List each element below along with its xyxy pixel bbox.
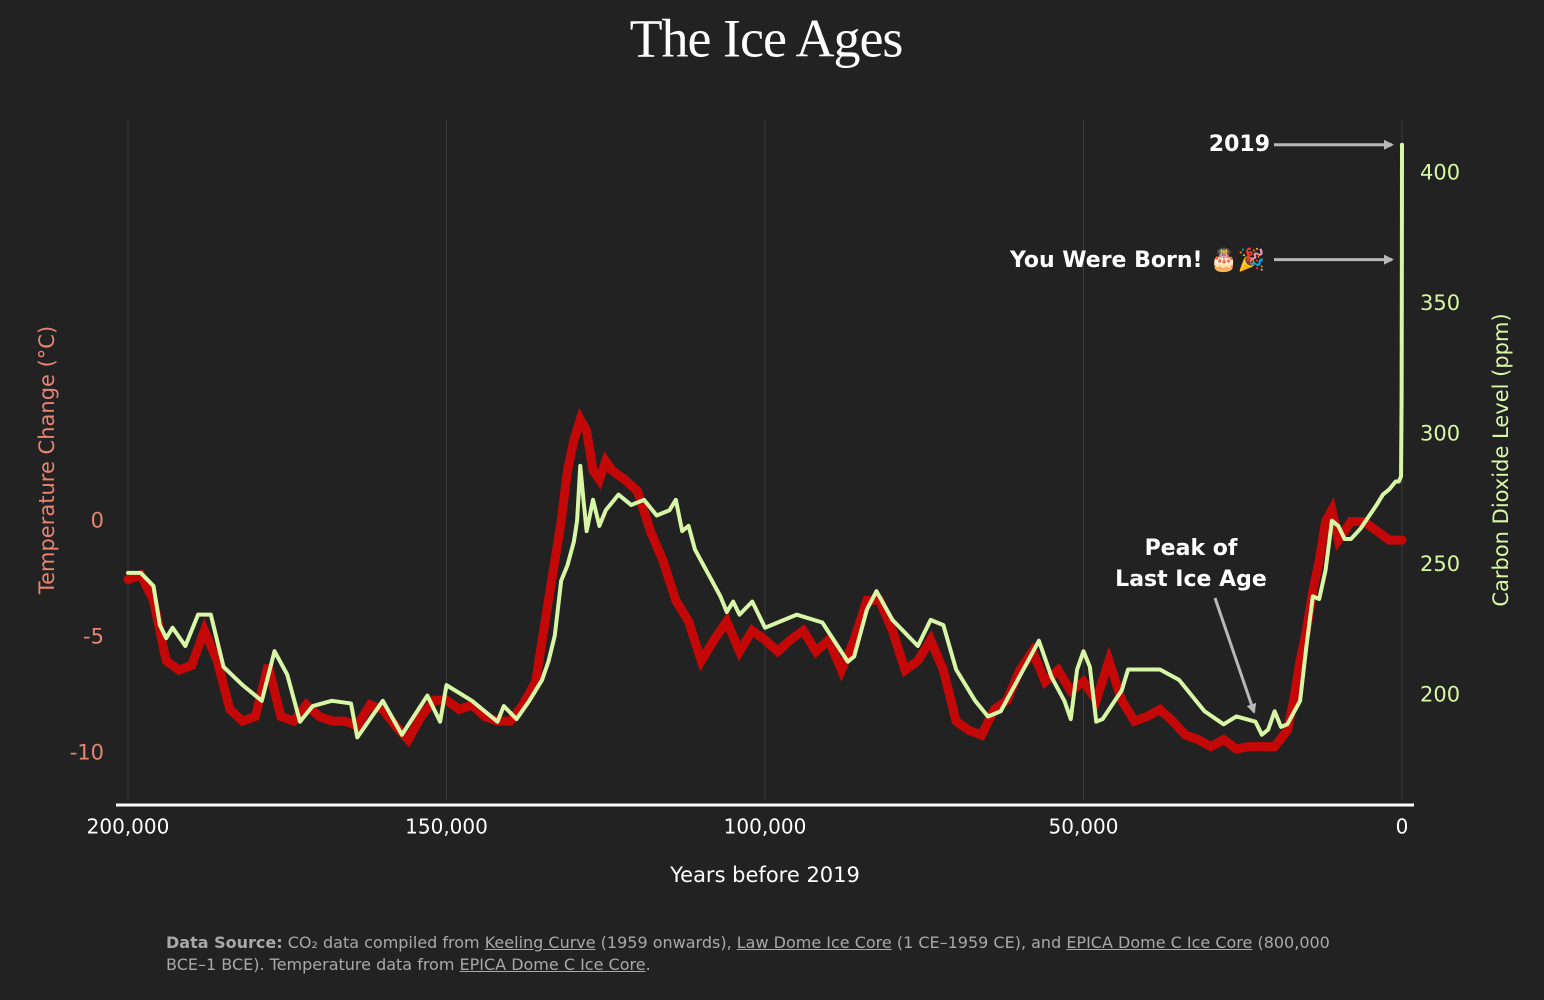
annotation-arrow — [1213, 597, 1257, 714]
y-axis-label: Temperature Change (°C) — [35, 326, 59, 595]
y-tick-label: -5 — [83, 625, 104, 649]
y-tick-label: -10 — [70, 741, 104, 765]
annotation: You Were Born! 🎂🎉 — [1009, 246, 1265, 273]
source-text: (1959 onwards), — [595, 933, 737, 952]
source-text: . — [645, 955, 651, 974]
co2-line — [126, 142, 1404, 740]
source-text: Data Source: — [166, 933, 283, 952]
x-tick-label: 100,000 — [724, 815, 807, 839]
source-link[interactable]: EPICA Dome C Ice Core — [1066, 933, 1253, 952]
x-tick-label: 50,000 — [1049, 815, 1119, 839]
y2-axis-label: Carbon Dioxide Level (ppm) — [1489, 313, 1513, 606]
y2-tick-label: 200 — [1420, 683, 1460, 707]
data-source: Data Source: CO₂ data compiled from Keel… — [166, 932, 1366, 976]
source-link[interactable]: Keeling Curve — [484, 933, 596, 952]
y-tick-label: 0 — [91, 509, 104, 533]
x-tick-label: 0 — [1396, 815, 1409, 839]
source-text: (1 CE–1959 CE), and — [891, 933, 1067, 952]
source-link[interactable]: Law Dome Ice Core — [736, 933, 892, 952]
x-tick-label: 150,000 — [405, 815, 488, 839]
grid — [127, 120, 1403, 800]
y2-tick-label: 350 — [1420, 291, 1460, 315]
y2-tick-label: 300 — [1420, 422, 1460, 446]
annotation: 2019 — [1209, 132, 1270, 157]
x-axis-label: Years before 2019 — [669, 863, 860, 887]
y2-tick-label: 250 — [1420, 552, 1460, 576]
temperature-line — [123, 407, 1407, 754]
annotation: Peak of — [1145, 536, 1238, 561]
chart-title: The Ice Ages — [630, 8, 903, 68]
annotation: Last Ice Age — [1115, 567, 1267, 592]
source-text: (800,000 BCE–1 BCE). Temperature data fr… — [166, 933, 1335, 974]
source-text: CO₂ data compiled from — [282, 933, 485, 952]
x-tick-label: 200,000 — [87, 815, 170, 839]
y2-tick-label: 400 — [1420, 161, 1460, 185]
source-link[interactable]: EPICA Dome C Ice Core — [459, 955, 646, 974]
